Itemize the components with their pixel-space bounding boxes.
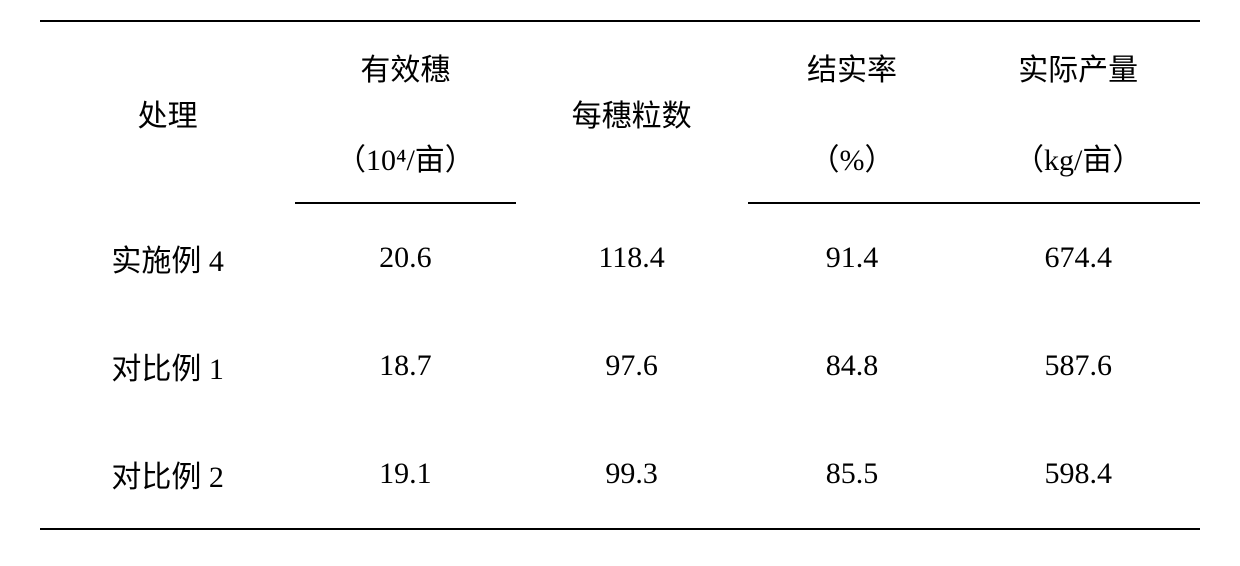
col-header-seedset-line1: 结实率 <box>748 21 957 112</box>
table-body: 实施例 4 20.6 118.4 91.4 674.4 对比例 1 18.7 9… <box>40 203 1200 529</box>
cell-seedset: 91.4 <box>748 203 957 312</box>
col-header-panicles-line2: （10⁴/亩） <box>295 112 515 203</box>
table-row: 对比例 1 18.7 97.6 84.8 587.6 <box>40 312 1200 420</box>
cell-treatment: 对比例 2 <box>40 420 295 529</box>
cell-yield: 598.4 <box>956 420 1200 529</box>
table-header: 处理 有效穗 每穗粒数 结实率 实际产量 （10⁴/亩） （%） （kg/亩） <box>40 21 1200 203</box>
col-header-treatment: 处理 <box>40 21 295 203</box>
data-table: 处理 有效穗 每穗粒数 结实率 实际产量 （10⁴/亩） （%） （kg/亩） … <box>40 20 1200 530</box>
table-row: 实施例 4 20.6 118.4 91.4 674.4 <box>40 203 1200 312</box>
cell-treatment: 对比例 1 <box>40 312 295 420</box>
cell-panicles: 18.7 <box>295 312 515 420</box>
col-header-yield-line2: （kg/亩） <box>956 112 1200 203</box>
cell-panicles: 20.6 <box>295 203 515 312</box>
col-header-yield-line1: 实际产量 <box>956 21 1200 112</box>
cell-grains: 118.4 <box>516 203 748 312</box>
table-container: 处理 有效穗 每穗粒数 结实率 实际产量 （10⁴/亩） （%） （kg/亩） … <box>0 0 1240 566</box>
cell-yield: 674.4 <box>956 203 1200 312</box>
cell-panicles: 19.1 <box>295 420 515 529</box>
cell-treatment: 实施例 4 <box>40 203 295 312</box>
col-header-seedset-line2: （%） <box>748 112 957 203</box>
col-header-panicles-line1: 有效穗 <box>295 21 515 112</box>
cell-grains: 99.3 <box>516 420 748 529</box>
col-header-grains: 每穗粒数 <box>516 21 748 203</box>
cell-seedset: 84.8 <box>748 312 957 420</box>
cell-seedset: 85.5 <box>748 420 957 529</box>
cell-grains: 97.6 <box>516 312 748 420</box>
table-row: 对比例 2 19.1 99.3 85.5 598.4 <box>40 420 1200 529</box>
cell-yield: 587.6 <box>956 312 1200 420</box>
